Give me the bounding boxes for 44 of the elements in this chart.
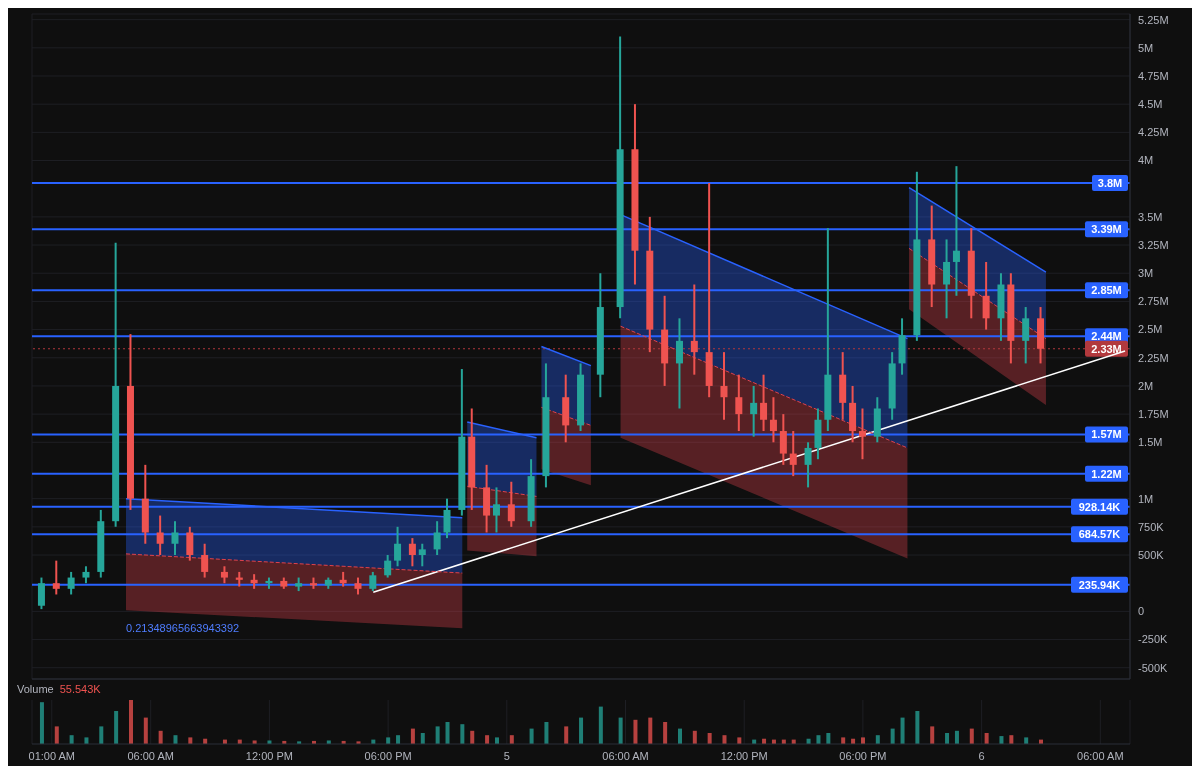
ref-line-label: 928.14K — [1078, 500, 1121, 513]
ref-line-label: 3.8M — [1097, 177, 1123, 190]
y-tick-label: 4.75M — [1138, 69, 1169, 82]
ref-line-label: 2.44M — [1091, 330, 1122, 343]
ref-line-label: 3.39M — [1091, 223, 1122, 236]
y-tick-label: 2.25M — [1138, 351, 1169, 364]
y-tick-label: 1.5M — [1138, 436, 1163, 449]
y-tick-label: 1.75M — [1138, 408, 1169, 421]
y-tick-label: 5M — [1138, 41, 1154, 54]
y-tick-label: 3.5M — [1138, 210, 1163, 223]
ref-line-label: 1.22M — [1091, 467, 1122, 480]
y-tick-label: 2.75M — [1138, 295, 1169, 308]
y-tick-label: -250K — [1138, 633, 1169, 646]
x-tick-label: 01:00 AM — [28, 749, 76, 762]
ref-line-label: 235.94K — [1078, 578, 1121, 591]
y-tick-label: -500K — [1138, 661, 1169, 674]
ref-line-label: 2.85M — [1091, 284, 1122, 297]
ref-line-label: 684.57K — [1078, 528, 1121, 541]
y-tick-label: 500K — [1138, 548, 1165, 561]
x-tick-label: 5 — [503, 749, 510, 762]
y-tick-label: 0 — [1138, 605, 1145, 618]
y-tick-label: 4M — [1138, 154, 1154, 167]
y-tick-label: 2.5M — [1138, 323, 1163, 336]
y-tick-label: 3.25M — [1138, 238, 1169, 251]
x-tick-label: 06:00 PM — [364, 749, 412, 762]
y-tick-label: 1M — [1138, 492, 1154, 505]
y-tick-label: 2M — [1138, 379, 1154, 392]
text: 55.543K — [59, 683, 101, 695]
x-tick-label: 12:00 PM — [720, 749, 768, 762]
ref-line-label: 2.33M — [1091, 342, 1122, 355]
x-tick-label: 6 — [978, 749, 985, 762]
chart-title: Volume — [17, 683, 54, 695]
annotation: 0.21348965663943392 — [125, 622, 240, 635]
y-tick-label: 4.5M — [1138, 98, 1163, 111]
y-tick-label: 3M — [1138, 267, 1154, 280]
y-tick-label: 4.25M — [1138, 126, 1169, 139]
x-tick-label: 06:00 AM — [127, 749, 174, 762]
x-tick-label: 12:00 PM — [245, 749, 293, 762]
x-tick-label: 06:00 AM — [602, 749, 649, 762]
x-tick-label: 06:00 AM — [1077, 749, 1124, 762]
ref-line-label: 1.57M — [1091, 428, 1122, 441]
x-tick-label: 06:00 PM — [839, 749, 887, 762]
y-tick-label: 750K — [1138, 520, 1165, 533]
y-tick-label: 5.25M — [1138, 13, 1169, 26]
